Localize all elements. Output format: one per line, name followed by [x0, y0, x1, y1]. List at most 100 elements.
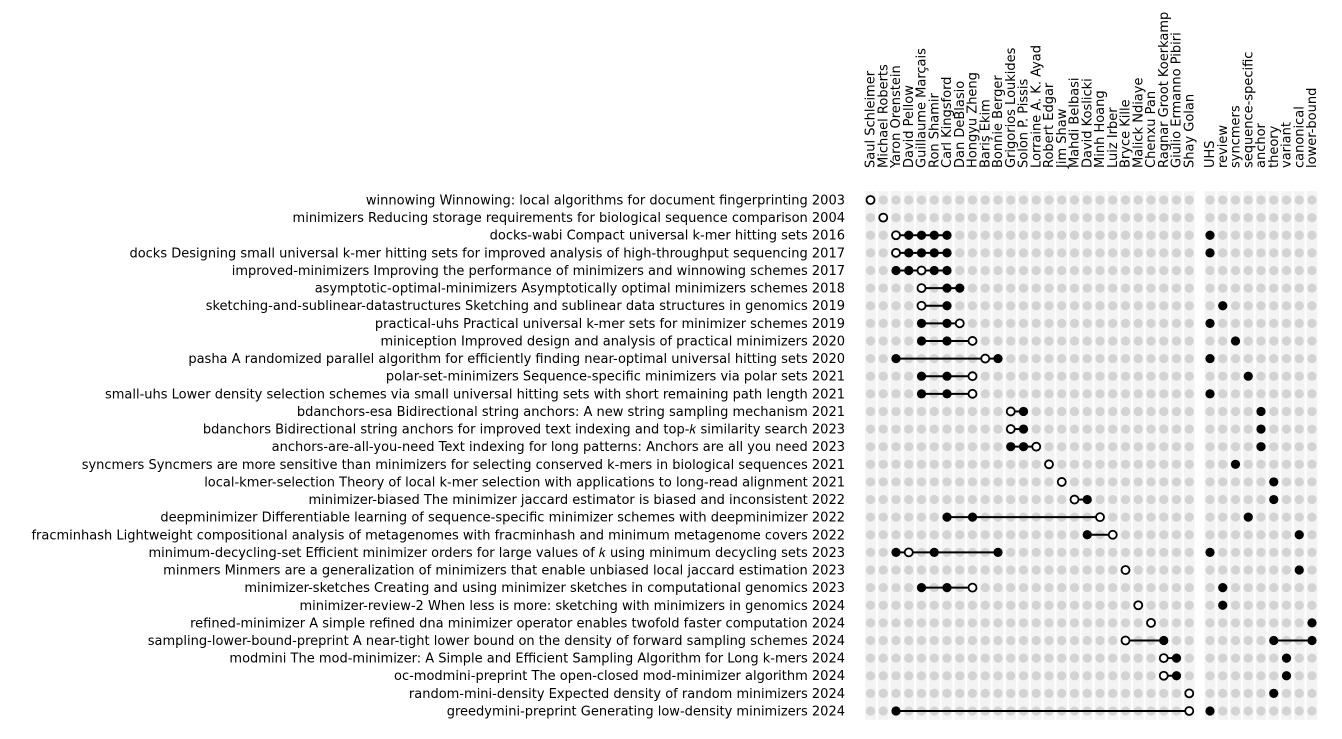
empty-cell-dot [929, 512, 939, 522]
empty-cell-dot [865, 494, 876, 505]
row-label: pasha A randomized parallel algorithm fo… [188, 352, 845, 367]
author-column-label: David Pellow [902, 85, 917, 168]
empty-cell-dot [878, 336, 888, 346]
empty-cell-dot [955, 424, 965, 434]
empty-cell-dot [1218, 706, 1228, 716]
empty-cell-dot [1069, 635, 1080, 646]
empty-cell-dot [916, 477, 927, 487]
author-column-label: Bariş Ekim [978, 99, 993, 168]
empty-cell-dot [929, 195, 939, 205]
empty-cell-dot [1307, 688, 1317, 698]
empty-cell-dot [993, 424, 1003, 434]
empty-cell-dot [1108, 371, 1118, 381]
empty-cell-dot [1082, 389, 1092, 399]
column-stripe [865, 191, 876, 720]
empty-cell-dot [1269, 283, 1279, 293]
empty-cell-dot [1018, 265, 1029, 276]
empty-cell-dot [1108, 618, 1118, 628]
empty-cell-dot [1171, 283, 1182, 293]
empty-cell-dot [1218, 635, 1228, 646]
empty-cell-dot [1230, 283, 1241, 293]
empty-cell-dot [1205, 583, 1215, 593]
empty-cell-dot [1095, 389, 1105, 399]
empty-cell-dot [1057, 353, 1067, 364]
empty-cell-dot [993, 565, 1003, 575]
empty-cell-dot [1243, 565, 1253, 575]
empty-cell-dot [1243, 353, 1253, 364]
empty-cell-dot [1269, 353, 1279, 364]
empty-cell-dot [1256, 530, 1266, 540]
empty-cell-dot [1120, 583, 1131, 593]
empty-cell-dot [1006, 688, 1016, 698]
tag-mark [1269, 635, 1279, 646]
empty-cell-dot [1184, 512, 1194, 522]
empty-cell-dot [1230, 565, 1241, 575]
empty-cell-dot [1171, 248, 1182, 258]
empty-cell-dot [1243, 618, 1253, 628]
empty-cell-dot [942, 213, 952, 223]
empty-cell-dot [1281, 248, 1292, 258]
empty-cell-dot [993, 671, 1003, 681]
empty-cell-dot [1184, 635, 1194, 646]
empty-cell-dot [1108, 583, 1118, 593]
empty-cell-dot [1294, 477, 1304, 487]
empty-cell-dot [1243, 547, 1253, 558]
empty-cell-dot [1256, 671, 1266, 681]
first-author-mark [1005, 424, 1016, 434]
empty-cell-dot [1146, 265, 1156, 276]
first-author-mark [878, 212, 889, 223]
empty-cell-dot [1146, 389, 1156, 399]
empty-cell-dot [1171, 565, 1182, 575]
empty-cell-dot [1256, 477, 1266, 487]
empty-cell-dot [1281, 353, 1292, 364]
row-label: bdanchors Bidirectional string anchors f… [203, 423, 845, 438]
empty-cell-dot [1243, 583, 1253, 593]
empty-cell-dot [865, 512, 876, 522]
column-stripe [1120, 191, 1131, 720]
empty-cell-dot [1018, 477, 1029, 487]
empty-cell-dot [1307, 565, 1317, 575]
empty-cell-dot [1205, 301, 1215, 311]
empty-cell-dot [1133, 230, 1143, 240]
empty-cell-dot [1218, 477, 1228, 487]
tag-mark [1294, 565, 1304, 575]
empty-cell-dot [1171, 371, 1182, 381]
empty-cell-dot [1294, 583, 1304, 593]
empty-cell-dot [929, 494, 939, 505]
empty-cell-dot [904, 406, 914, 417]
author-column-label: Lorraine A. K. Ayad [1029, 45, 1044, 168]
empty-cell-dot [878, 424, 888, 434]
empty-cell-dot [1006, 477, 1016, 487]
column-stripe [941, 191, 953, 720]
empty-cell-dot [1031, 195, 1041, 205]
empty-cell-dot [967, 653, 978, 663]
empty-cell-dot [1044, 494, 1054, 505]
column-stripe [979, 191, 991, 720]
empty-cell-dot [1069, 213, 1080, 223]
empty-cell-dot [1218, 459, 1228, 469]
empty-cell-dot [1281, 600, 1292, 610]
empty-cell-dot [980, 600, 990, 610]
empty-cell-dot [1281, 301, 1292, 311]
empty-cell-dot [1057, 583, 1067, 593]
empty-cell-dot [1281, 583, 1292, 593]
author-mark [916, 336, 927, 346]
empty-cell-dot [1082, 565, 1092, 575]
author-mark [1171, 653, 1182, 663]
empty-cell-dot [1256, 600, 1266, 610]
empty-cell-dot [878, 547, 888, 558]
empty-cell-dot [1281, 389, 1292, 399]
empty-cell-dot [980, 371, 990, 381]
empty-cell-dot [1243, 283, 1253, 293]
empty-cell-dot [1006, 371, 1016, 381]
empty-cell-dot [1133, 512, 1143, 522]
tag-mark [1256, 442, 1266, 452]
empty-cell-dot [891, 336, 901, 346]
empty-cell-dot [1230, 688, 1241, 698]
empty-cell-dot [1069, 336, 1080, 346]
empty-cell-dot [993, 230, 1003, 240]
tag-column-label: canonical [1292, 106, 1307, 168]
empty-cell-dot [1069, 318, 1080, 328]
empty-cell-dot [1269, 389, 1279, 399]
empty-cell-dot [865, 213, 876, 223]
